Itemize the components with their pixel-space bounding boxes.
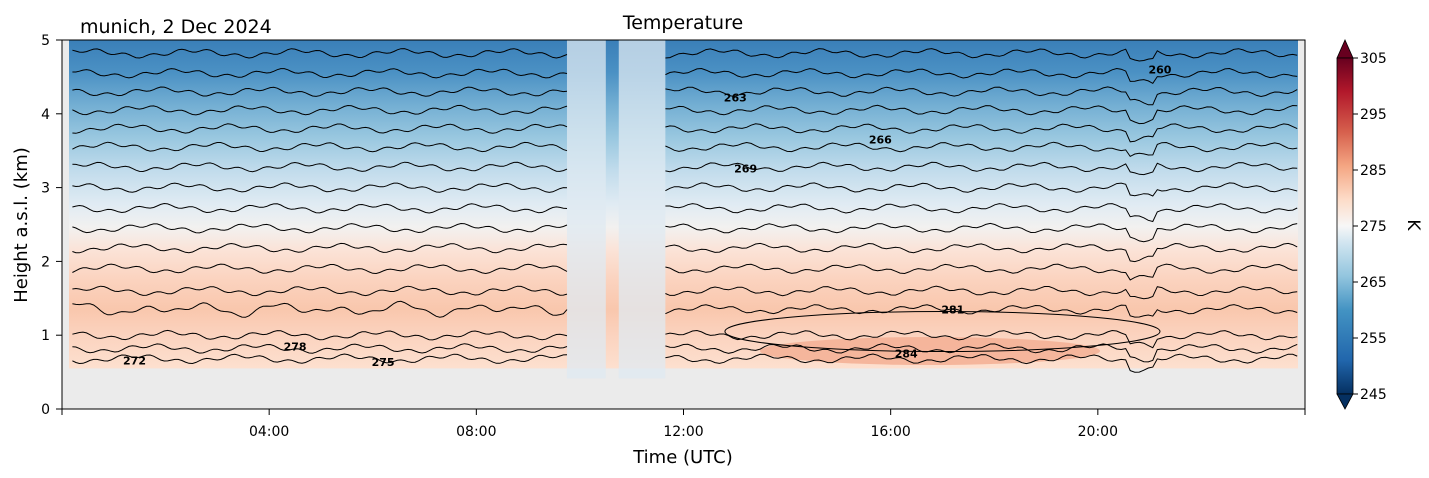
contour-line xyxy=(72,68,568,79)
contour-label: 260 xyxy=(1148,64,1171,77)
contour-label: 263 xyxy=(724,92,747,105)
y-tick-label: 3 xyxy=(41,181,50,197)
contour-line xyxy=(72,300,568,318)
x-tick-label: 12:00 xyxy=(663,424,703,440)
contour-line xyxy=(665,329,1298,349)
y-axis-ticks: 0 1 2 3 4 5 xyxy=(41,33,62,418)
colorbar-tick-label: 305 xyxy=(1360,51,1387,67)
chart-title: Temperature xyxy=(622,12,743,34)
x-tick-label: 20:00 xyxy=(1078,424,1118,440)
colorbar-bar xyxy=(1336,57,1354,395)
contour-line xyxy=(72,242,568,254)
contour-lines xyxy=(72,48,1298,373)
contour-line xyxy=(72,141,568,153)
contour-line xyxy=(665,343,1298,363)
contour-line xyxy=(72,182,568,193)
colorbar-label: K xyxy=(1403,219,1423,231)
x-tick-label: 16:00 xyxy=(870,424,910,440)
x-axis-label: Time (UTC) xyxy=(632,447,733,468)
colorbar-tick-label: 285 xyxy=(1360,163,1387,179)
colorbar-max-arrow xyxy=(1336,39,1354,59)
data-gap xyxy=(566,40,606,379)
data-gap xyxy=(618,40,666,379)
contour-line xyxy=(72,353,568,365)
contour-line xyxy=(665,141,1298,158)
contour-line xyxy=(72,104,568,116)
contour-label: 284 xyxy=(895,348,918,361)
contour-line xyxy=(72,263,568,275)
colorbar-ticks: 245 255 265 275 285 295 305 xyxy=(1353,51,1387,403)
colorbar-min-arrow xyxy=(1336,393,1354,410)
colorbar: 245 255 265 275 285 295 305 K xyxy=(1336,39,1423,410)
y-tick-label: 1 xyxy=(41,328,50,344)
contour-line xyxy=(72,329,568,341)
contour-line xyxy=(72,202,568,214)
contour-line xyxy=(665,48,1298,62)
contour-line xyxy=(665,285,1298,300)
y-tick-label: 5 xyxy=(41,33,50,49)
contour-line xyxy=(665,86,1298,106)
contour-line xyxy=(72,161,568,173)
data-gaps xyxy=(566,40,666,379)
y-tick-label: 0 xyxy=(41,402,50,418)
contour-label: 272 xyxy=(123,354,146,367)
colorbar-tick-label: 295 xyxy=(1360,107,1387,123)
contour-line xyxy=(665,67,1298,85)
contour-line xyxy=(665,161,1298,176)
contour-line xyxy=(72,123,568,134)
contour-label: 275 xyxy=(372,356,395,369)
contour-line xyxy=(665,242,1298,263)
contour-labels: 260 263 266 269 278 281 272 275 284 xyxy=(123,64,1172,369)
data-field xyxy=(69,40,1298,379)
contour-line xyxy=(72,343,568,354)
y-axis-label: Height a.s.l. (km) xyxy=(11,147,32,303)
x-tick-label: 08:00 xyxy=(456,424,496,440)
colorbar-tick-label: 245 xyxy=(1360,387,1387,403)
contour-label: 266 xyxy=(869,134,892,147)
contour-line xyxy=(665,182,1298,197)
colorbar-tick-label: 255 xyxy=(1360,331,1387,347)
x-tick-label: 04:00 xyxy=(249,424,289,440)
contour-label: 269 xyxy=(734,162,757,175)
contour-line xyxy=(665,263,1298,281)
contour-line xyxy=(665,104,1298,125)
y-tick-label: 4 xyxy=(41,107,50,123)
contour-line xyxy=(665,222,1298,243)
contour-line xyxy=(665,203,1298,223)
contour-line xyxy=(72,86,568,97)
contour-line xyxy=(665,304,1298,318)
contour-label: 281 xyxy=(941,303,964,316)
y-tick-label: 2 xyxy=(41,254,50,270)
colorbar-tick-label: 275 xyxy=(1360,219,1387,235)
contour-line xyxy=(665,123,1298,143)
contour-line xyxy=(72,285,568,297)
contour-line xyxy=(724,311,1161,353)
contour-line xyxy=(72,48,568,59)
contour-line xyxy=(665,353,1298,373)
contour-label: 278 xyxy=(284,340,307,353)
colorbar-tick-label: 265 xyxy=(1360,275,1387,291)
contour-line xyxy=(72,222,568,234)
chart-subtitle: munich, 2 Dec 2024 xyxy=(80,16,272,38)
x-axis-ticks: 04:00 08:00 12:00 16:00 20:00 xyxy=(61,409,1306,440)
